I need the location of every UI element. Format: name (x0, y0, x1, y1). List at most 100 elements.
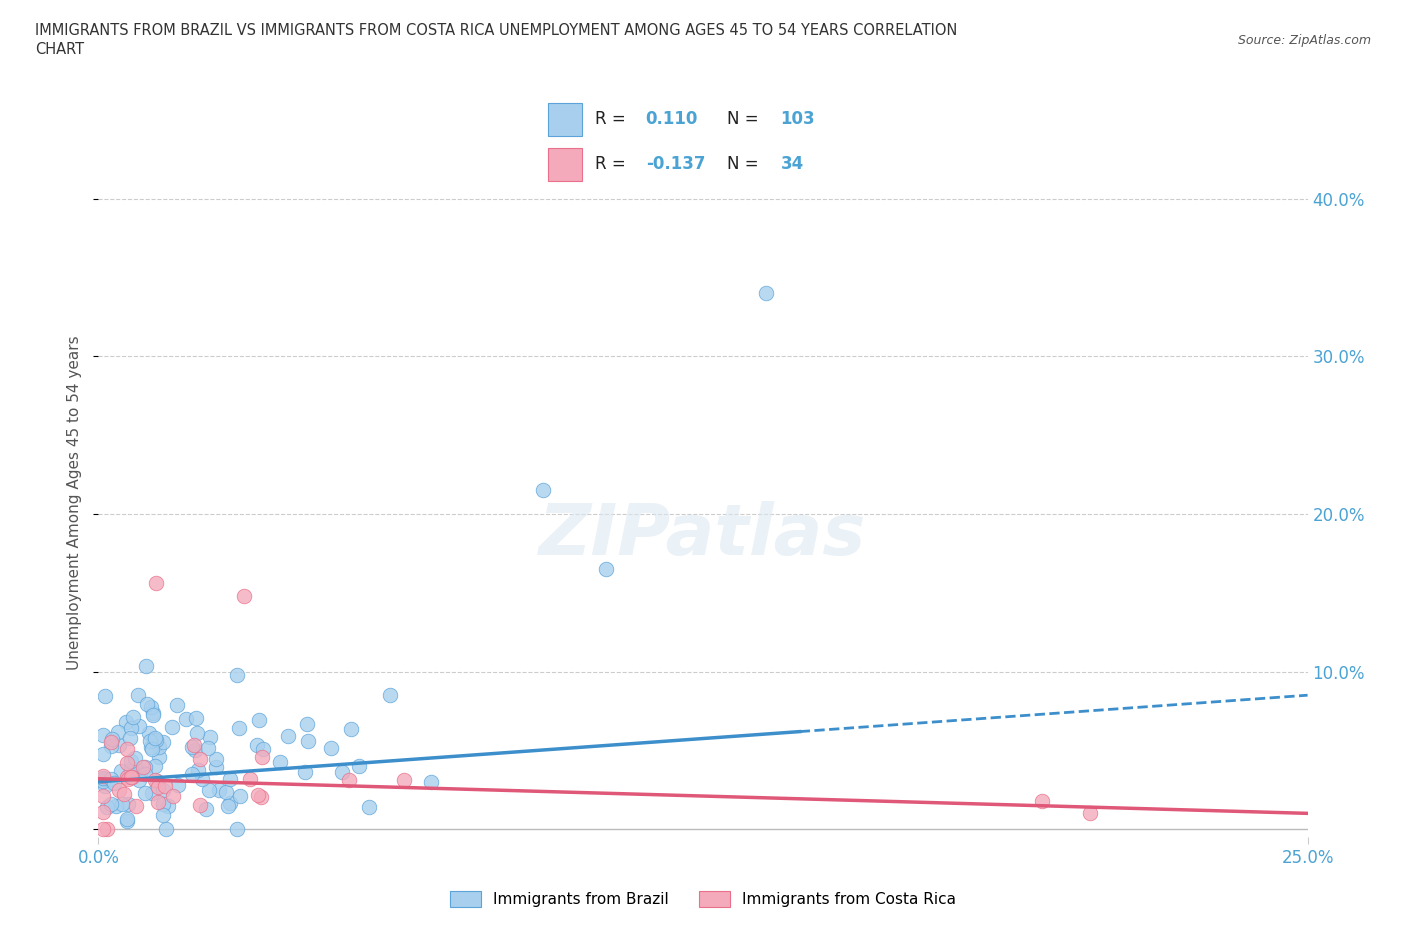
Point (321, 740, 343, 755)
Point (152, 807, 174, 822)
Point (269, 754, 291, 769)
Text: 34: 34 (780, 155, 804, 173)
Text: N =: N = (727, 111, 758, 128)
Point (117, 796, 139, 811)
Point (188, 751, 211, 766)
Point (180, 740, 202, 755)
Y-axis label: Unemployment Among Ages 45 to 54 years: Unemployment Among Ages 45 to 54 years (67, 335, 83, 670)
Point (337, 773, 360, 788)
Point (191, 772, 214, 787)
Bar (548, 148, 582, 180)
Point (141, 742, 163, 757)
Point (146, 774, 169, 789)
Point (205, 752, 228, 767)
Text: 0.110: 0.110 (645, 111, 697, 128)
Point (186, 711, 208, 725)
Point (148, 750, 170, 764)
Text: CHART: CHART (35, 42, 84, 57)
Point (93, 772, 115, 787)
Point (138, 725, 160, 740)
Point (1078, 806, 1101, 821)
Point (246, 788, 269, 803)
Point (94, 689, 117, 704)
Point (143, 759, 166, 774)
Point (141, 708, 163, 723)
Point (152, 782, 174, 797)
Point (134, 766, 156, 781)
Point (595, 562, 617, 577)
Point (250, 750, 273, 764)
Point (359, 799, 381, 814)
Point (531, 483, 554, 498)
Point (226, 668, 249, 683)
Point (117, 741, 139, 756)
Point (392, 773, 415, 788)
Point (100, 797, 122, 812)
Point (103, 776, 125, 790)
Point (250, 790, 273, 804)
Point (197, 741, 219, 756)
Text: R =: R = (595, 111, 626, 128)
Point (205, 760, 228, 775)
Point (143, 773, 166, 788)
Point (294, 764, 316, 779)
Text: R =: R = (595, 155, 626, 173)
Point (139, 734, 162, 749)
Point (152, 797, 174, 812)
Point (139, 739, 162, 754)
Point (229, 788, 252, 803)
Point (1031, 793, 1053, 808)
Point (153, 778, 176, 793)
Point (111, 796, 134, 811)
Point (166, 698, 188, 712)
Point (755, 286, 778, 301)
Point (124, 751, 146, 765)
Point (117, 770, 139, 785)
Point (145, 576, 167, 591)
Point (110, 764, 132, 778)
Point (143, 730, 166, 745)
Text: IMMIGRANTS FROM BRAZIL VS IMMIGRANTS FROM COSTA RICA UNEMPLOYMENT AMONG AGES 45 : IMMIGRANTS FROM BRAZIL VS IMMIGRANTS FRO… (35, 23, 957, 38)
Point (108, 782, 131, 797)
Point (183, 742, 205, 757)
Point (297, 734, 319, 749)
Point (187, 763, 209, 777)
Point (129, 765, 152, 780)
Point (135, 697, 157, 711)
Point (219, 796, 242, 811)
Point (215, 785, 238, 800)
Point (100, 738, 122, 753)
Point (167, 778, 190, 793)
Point (91, 804, 114, 819)
Point (198, 782, 221, 797)
Point (226, 822, 249, 837)
Point (155, 822, 177, 837)
Point (156, 799, 179, 814)
Point (91, 747, 114, 762)
Point (125, 799, 148, 814)
Point (252, 741, 274, 756)
Point (115, 755, 138, 770)
Point (114, 714, 136, 729)
Point (96, 822, 118, 837)
Point (117, 772, 139, 787)
Point (121, 769, 143, 784)
Point (330, 764, 353, 779)
Text: ZIPatlas: ZIPatlas (540, 501, 866, 570)
Point (96, 799, 118, 814)
Point (141, 785, 163, 800)
Point (181, 766, 204, 781)
Point (174, 711, 197, 726)
Point (297, 717, 319, 732)
Point (132, 759, 155, 774)
Point (101, 732, 124, 747)
Point (100, 772, 122, 787)
Point (277, 728, 299, 743)
Point (100, 735, 122, 750)
Point (340, 721, 363, 736)
Point (91, 727, 114, 742)
Point (91, 771, 114, 786)
Point (188, 798, 211, 813)
Point (246, 737, 269, 752)
Point (112, 787, 135, 802)
